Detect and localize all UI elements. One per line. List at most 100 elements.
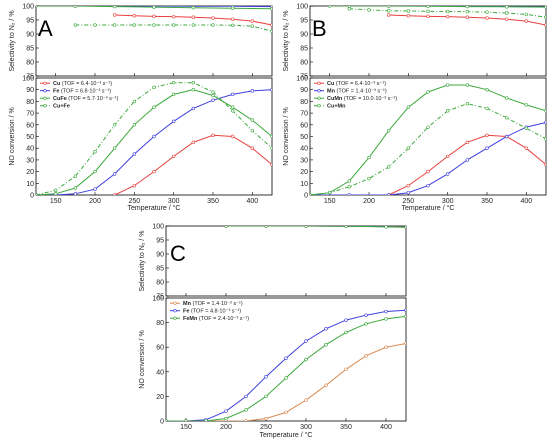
point-femn-conversion xyxy=(184,419,188,421)
x-tick-label: 150 xyxy=(324,198,336,205)
y-tick-label-bottom: 20 xyxy=(156,394,164,401)
legend-marker-mn xyxy=(173,301,177,305)
point-fe-conversion xyxy=(270,88,272,92)
y-tick-label-bottom: 90 xyxy=(300,87,308,94)
y-tick-label-bottom: 40 xyxy=(26,146,34,153)
point-cu-conversion xyxy=(270,162,272,167)
y-tick-label-top: 75 xyxy=(300,74,308,81)
y-tick-label-top: 100 xyxy=(22,4,34,11)
point-cumn-conversion xyxy=(406,105,411,109)
point-cumn-conversion xyxy=(347,179,352,183)
point-cu-conversion xyxy=(426,169,430,174)
point-cu-selectivity xyxy=(270,23,272,27)
point-cu-plus-mn-conversion xyxy=(327,190,332,195)
series-cu-conversion xyxy=(386,133,546,195)
point-cufe-conversion xyxy=(230,105,235,109)
x-tick-label: 200 xyxy=(220,424,232,431)
point-cu-plus-mn-selectivity xyxy=(367,8,371,12)
point-cufe-selectivity xyxy=(36,6,38,8)
x-tick-label: 150 xyxy=(50,198,62,205)
point-cufe-conversion xyxy=(132,123,137,127)
point-cu-plus-mn-selectivity xyxy=(445,9,450,14)
point-mn-conversion xyxy=(304,398,308,402)
point-fe-conversion xyxy=(93,187,97,191)
point-cu-plus-mn-selectivity xyxy=(406,9,411,13)
y-tick-label-bottom: 80 xyxy=(156,320,164,327)
point-cu-plus-fe-conversion xyxy=(211,90,215,94)
y-axis-label-top: Selectivity to N₂ / % xyxy=(139,230,146,291)
legend-entry-cu-plus-fe: Cu+Fe xyxy=(53,104,70,110)
point-fe-conversion xyxy=(171,119,176,123)
point-cu-conversion xyxy=(544,162,546,167)
point-cu-conversion xyxy=(406,183,411,188)
point-femn-conversion xyxy=(264,394,268,399)
point-cu-plus-mn-conversion xyxy=(524,126,529,131)
point-cu-plus-fe-selectivity xyxy=(250,24,255,28)
point-femn-conversion xyxy=(364,322,368,326)
x-tick-label: 200 xyxy=(363,198,375,205)
point-cu-plus-mn-conversion xyxy=(504,116,509,120)
series-cu-plus-fe-conversion xyxy=(36,80,272,195)
point-cu-selectivity xyxy=(406,14,411,18)
point-cu-plus-mn-conversion xyxy=(367,176,371,181)
x-tick-label: 300 xyxy=(442,198,454,205)
y-tick-label-bottom: 100 xyxy=(22,76,34,83)
point-femn-selectivity xyxy=(224,226,228,228)
point-cu-selectivity xyxy=(544,23,546,27)
point-cu-selectivity xyxy=(250,19,255,23)
line-mn-conversion xyxy=(166,343,406,421)
point-cu-plus-mn-selectivity xyxy=(465,9,470,14)
point-fe-conversion xyxy=(211,98,215,102)
point-cufe-selectivity xyxy=(73,6,78,8)
point-mn-conversion xyxy=(504,134,509,139)
series-cufe-conversion xyxy=(36,87,272,195)
y-tick-label-top: 100 xyxy=(152,224,164,231)
y-tick-label-top: 95 xyxy=(156,238,164,245)
point-cumn-selectivity xyxy=(504,6,509,9)
point-cu-plus-mn-selectivity xyxy=(544,15,546,19)
point-cu-selectivity xyxy=(386,13,391,17)
line-cu-plus-fe-selectivity xyxy=(75,24,272,32)
line-cu-plus-mn-selectivity xyxy=(349,8,546,18)
point-mn-conversion xyxy=(384,345,388,349)
point-cumn-selectivity xyxy=(347,6,352,8)
point-cu-conversion xyxy=(112,193,117,195)
legend-entry-cu-plus-mn: Cu+Mn xyxy=(327,104,346,110)
point-cufe-selectivity xyxy=(191,6,196,10)
point-fe-conversion xyxy=(224,409,228,413)
point-cumn-conversion xyxy=(524,103,529,107)
legend-entry-cu: Cu (TOF = 6.4·10⁻³ s⁻¹) xyxy=(53,81,112,87)
x-axis-label: Temperature / °C xyxy=(128,204,181,212)
point-femn-conversion xyxy=(166,419,168,421)
point-cu-selectivity xyxy=(485,16,489,20)
point-cu-plus-mn-conversion xyxy=(347,185,352,189)
y-tick-label-bottom: 100 xyxy=(152,296,164,303)
point-fe-conversion xyxy=(132,152,137,156)
panel-letter: C xyxy=(170,241,186,266)
point-mn-conversion xyxy=(386,193,391,195)
point-cu-plus-mn-conversion xyxy=(426,125,430,129)
x-tick-label: 400 xyxy=(246,198,258,205)
point-femn-selectivity xyxy=(404,226,406,230)
legend-marker-fe xyxy=(43,89,47,93)
point-mn-conversion xyxy=(244,419,248,421)
x-axis-label: Temperature / °C xyxy=(260,431,313,439)
point-fe-conversion xyxy=(152,134,156,139)
point-mn-conversion xyxy=(404,341,406,346)
point-cumn-conversion xyxy=(445,83,450,87)
legend-entry-cufe: CuFe (TOF = 5.7·10⁻³ s⁻¹) xyxy=(53,96,119,102)
point-cu-selectivity xyxy=(524,19,529,23)
point-cufe-conversion xyxy=(270,134,272,139)
point-cufe-conversion xyxy=(211,93,215,98)
point-mn-conversion xyxy=(364,354,368,358)
y-axis-label-bottom: NO conversion / % xyxy=(9,107,16,165)
point-cu-selectivity xyxy=(171,14,176,19)
y-tick-label-bottom: 90 xyxy=(26,87,34,94)
y-tick-label-top: 95 xyxy=(26,18,34,25)
y-tick-label-top: 85 xyxy=(156,266,164,273)
legend-marker-fe xyxy=(173,309,177,313)
point-cu-selectivity xyxy=(445,14,450,19)
point-mn-conversion xyxy=(347,193,352,195)
point-cu-plus-fe-selectivity xyxy=(230,23,235,28)
